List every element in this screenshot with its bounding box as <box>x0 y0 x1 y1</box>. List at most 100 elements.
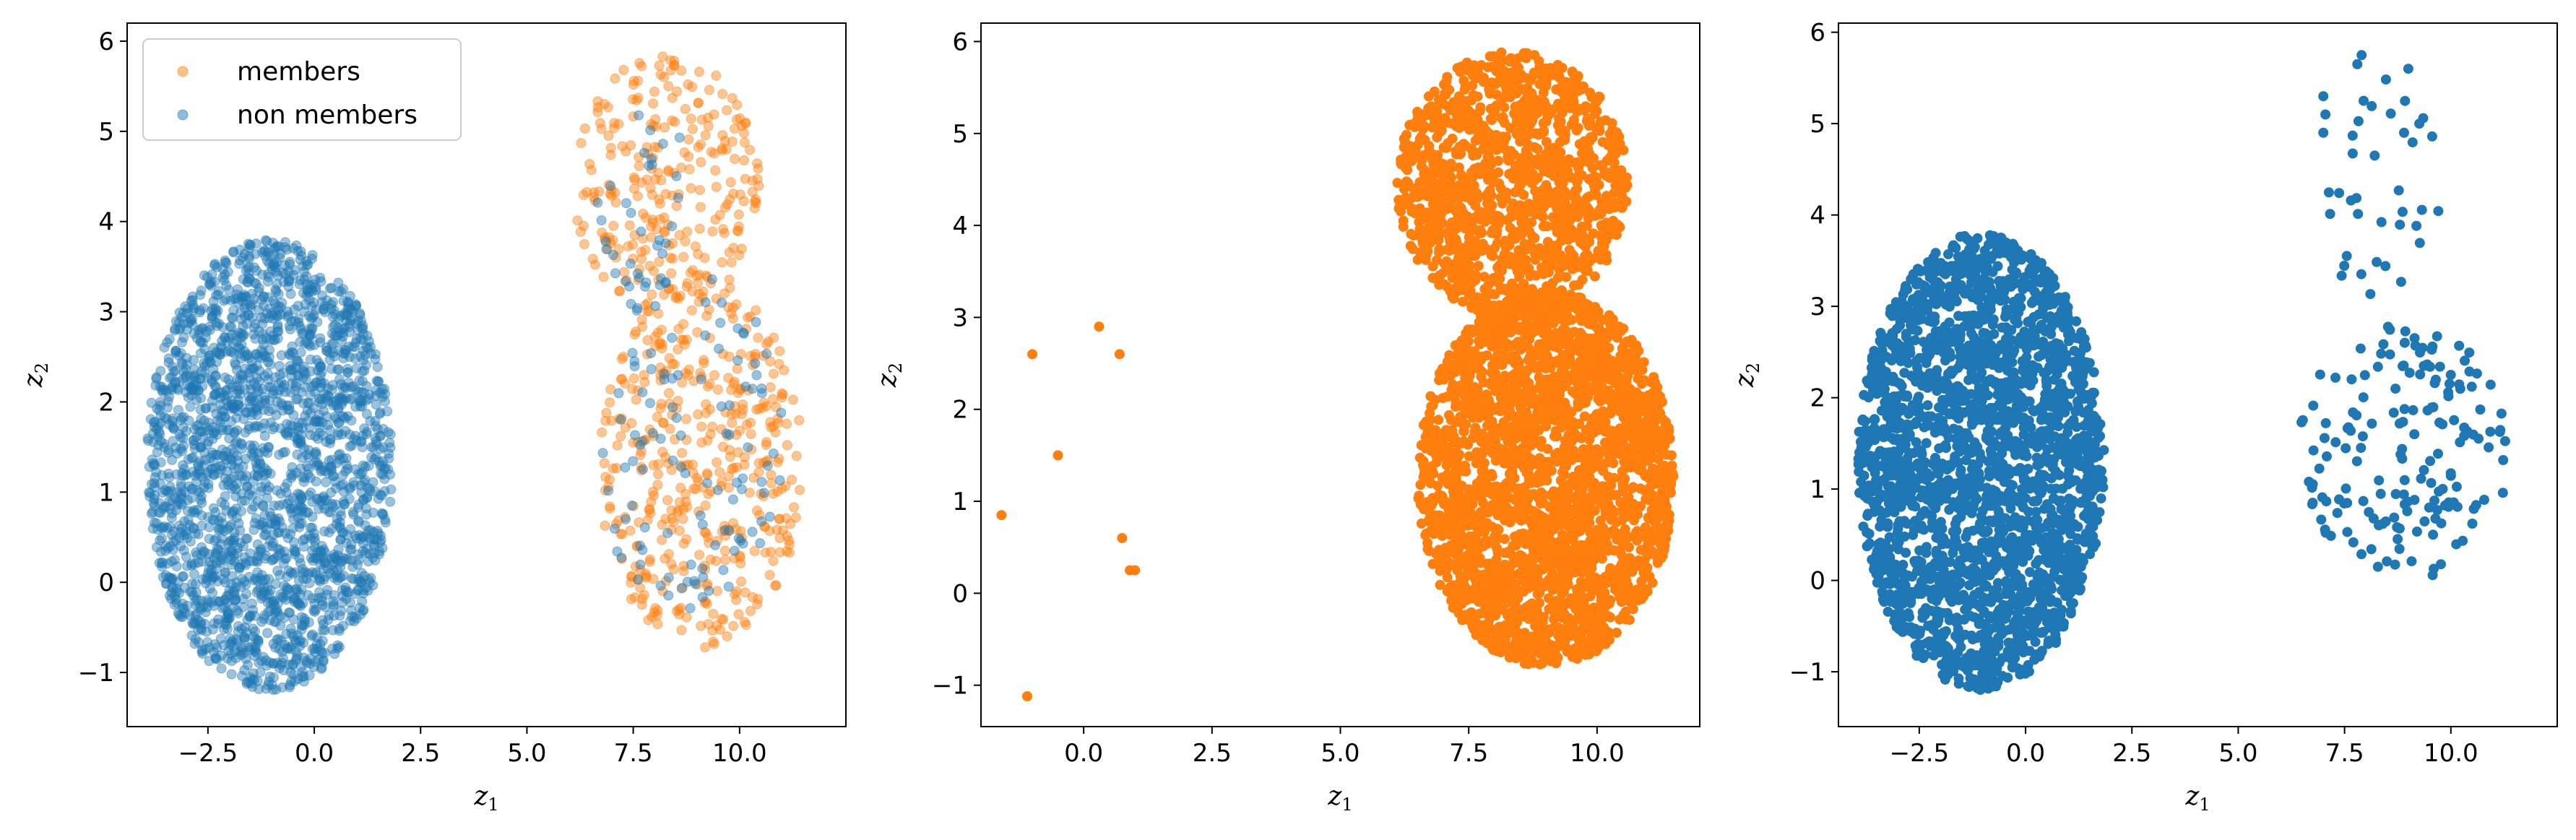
data-point <box>228 586 238 597</box>
data-point <box>290 549 301 560</box>
data-point <box>630 430 641 441</box>
data-point <box>322 390 333 401</box>
data-point <box>652 480 663 490</box>
data-point <box>163 487 174 498</box>
data-point <box>209 469 220 480</box>
data-point <box>671 170 682 181</box>
data-point <box>693 98 704 108</box>
data-point <box>312 547 323 558</box>
data-point <box>648 573 659 584</box>
data-point <box>707 421 718 432</box>
data-point <box>626 417 637 428</box>
data-point <box>269 298 280 309</box>
data-point <box>597 448 608 459</box>
data-point <box>362 529 373 540</box>
data-point <box>592 197 603 208</box>
data-point <box>230 438 241 449</box>
data-point <box>336 393 347 404</box>
data-point <box>696 114 707 125</box>
data-point <box>613 118 624 129</box>
data-point <box>741 420 752 430</box>
data-point <box>1611 230 1622 241</box>
data-point <box>660 122 670 133</box>
data-point <box>758 457 769 468</box>
data-point <box>342 460 352 471</box>
data-point <box>1597 137 1608 147</box>
data-point <box>745 311 756 322</box>
data-point <box>386 484 397 495</box>
data-point <box>251 555 262 566</box>
data-point <box>642 349 652 360</box>
data-point <box>615 431 626 442</box>
data-point <box>285 469 296 480</box>
data-point <box>1464 290 1474 300</box>
data-point <box>638 208 649 219</box>
data-point <box>730 401 740 412</box>
data-point <box>321 342 332 352</box>
data-point <box>236 506 246 516</box>
data-point <box>701 270 712 281</box>
data-point <box>218 295 229 306</box>
data-point <box>712 586 722 597</box>
data-point <box>211 534 222 545</box>
data-point <box>317 596 327 607</box>
data-point <box>639 377 650 388</box>
data-point <box>609 524 620 534</box>
data-point <box>307 496 318 507</box>
data-point <box>1462 65 1473 76</box>
data-point <box>308 310 319 321</box>
data-point <box>216 343 227 353</box>
data-point <box>1485 206 1496 217</box>
data-point <box>741 324 751 334</box>
data-point <box>749 352 760 363</box>
data-point <box>151 372 162 383</box>
data-point <box>274 663 285 674</box>
data-point <box>332 575 343 586</box>
data-point <box>659 227 670 238</box>
data-point <box>186 558 197 569</box>
data-point <box>1515 153 1526 164</box>
data-point <box>1434 272 1445 283</box>
data-point <box>666 268 677 279</box>
data-point <box>652 619 663 630</box>
data-point <box>234 259 245 269</box>
data-point <box>620 512 631 523</box>
data-point <box>361 341 371 352</box>
data-point <box>1516 84 1527 95</box>
data-point <box>777 388 787 399</box>
data-point <box>262 597 273 608</box>
data-point <box>1421 171 1431 182</box>
data-point <box>325 507 336 518</box>
data-point <box>264 508 275 519</box>
data-point <box>612 440 623 451</box>
data-point <box>326 463 337 474</box>
data-point <box>747 186 758 197</box>
data-point <box>251 403 262 414</box>
data-point <box>605 397 615 408</box>
data-point <box>1585 87 1596 98</box>
data-point <box>1487 251 1498 261</box>
data-point <box>226 416 236 427</box>
data-point <box>226 395 237 406</box>
data-point <box>259 592 269 602</box>
data-point <box>1589 271 1600 282</box>
data-point <box>729 545 740 556</box>
data-point <box>223 425 234 436</box>
data-point <box>1555 250 1566 261</box>
data-point <box>690 579 701 589</box>
data-point <box>756 516 767 527</box>
data-point <box>659 289 670 300</box>
data-point <box>206 280 216 291</box>
data-point <box>610 268 621 279</box>
data-point <box>244 391 254 402</box>
data-point <box>700 501 711 511</box>
data-point <box>704 586 714 597</box>
data-point <box>700 330 711 341</box>
data-point <box>261 683 272 694</box>
data-point <box>671 201 682 212</box>
data-point <box>626 594 636 605</box>
data-point <box>600 234 610 245</box>
data-point <box>1478 77 1489 87</box>
data-point <box>657 417 668 428</box>
data-point <box>702 381 713 392</box>
